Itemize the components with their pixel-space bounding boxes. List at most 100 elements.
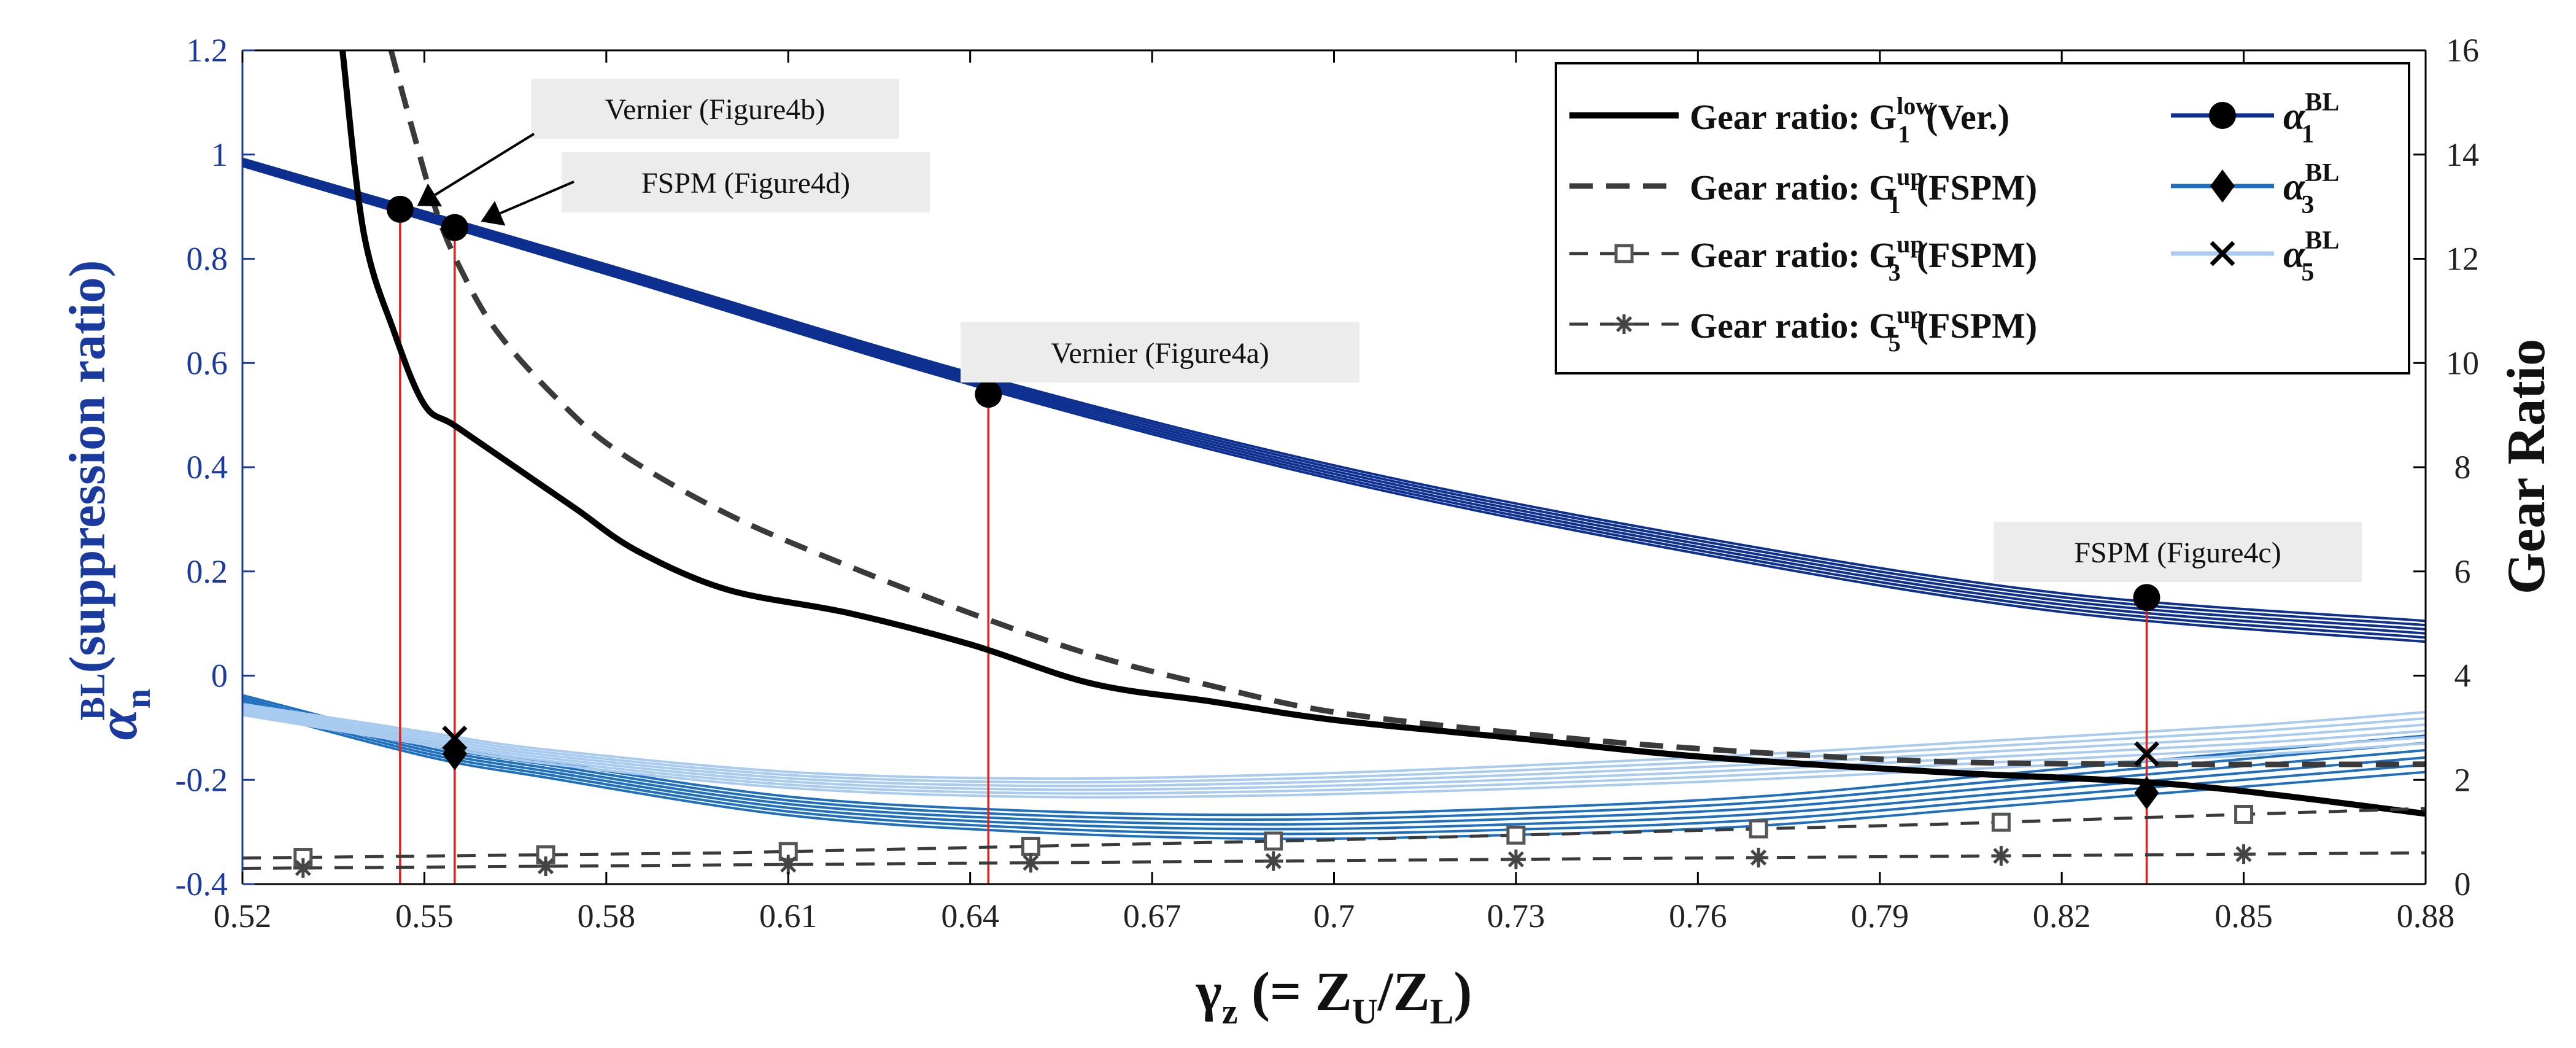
series-gear-g5-up: [242, 844, 2426, 878]
annotation-arrow-head: [417, 183, 443, 207]
star-stroke: [537, 858, 554, 875]
alpha-line: [242, 707, 2426, 788]
x-label-sub2: U: [1352, 992, 1378, 1031]
square-marker: [1021, 836, 1040, 856]
circle-marker: [386, 195, 414, 223]
annotation-box: [562, 152, 930, 212]
square-marker: [2234, 804, 2254, 824]
x-tick-label: 0.79: [1851, 898, 1909, 934]
legend-label-sup: up: [1897, 230, 1924, 258]
y-right-tick-label: 6: [2454, 553, 2471, 590]
alpha-line: [242, 160, 2426, 631]
star-stroke: [2235, 846, 2252, 863]
star-marker: [1506, 849, 1526, 869]
legend-label-sub: 1: [1889, 191, 1901, 219]
annotation-box: [531, 79, 899, 139]
x-label-mid: /Z: [1377, 961, 1430, 1022]
alpha-line: [242, 702, 2426, 780]
gear-g5-up-line: [242, 851, 2426, 870]
annotation-label: FSPM (Figure4d): [641, 167, 850, 200]
y-right-tick-label: 12: [2446, 241, 2479, 278]
legend-label-sub: 3: [1889, 258, 1901, 286]
x-tick-label: 0.85: [2214, 898, 2273, 934]
annotation-label: Vernier (Figure4a): [1051, 337, 1269, 370]
legend-label-prefix: Gear ratio: G: [1690, 97, 1897, 137]
legend-label-sub: 5: [2301, 258, 2314, 287]
star-stroke: [295, 860, 311, 876]
gear-g3-up-line: [242, 807, 2426, 860]
star-marker: [1263, 851, 1283, 871]
legend-label-prefix: α: [2283, 165, 2306, 208]
square-marker: [1749, 819, 1768, 839]
x-label-main: γ: [1196, 961, 1222, 1022]
annotation-label: Vernier (Figure4b): [605, 93, 826, 126]
legend-label-sup: BL: [2305, 159, 2339, 187]
legend-label-sup: BL: [2305, 88, 2339, 117]
series-gear-g1-low: [339, 50, 2426, 817]
square-marker: [1991, 812, 2011, 832]
star-stroke: [1507, 851, 1524, 868]
star-stroke: [1265, 853, 1282, 869]
legend-label-sup: low: [1897, 92, 1933, 120]
legend-square-marker: [1614, 244, 1634, 263]
alpha-line: [242, 709, 2426, 791]
legend-item-gear: Gear ratio: Gup 1 (FSPM): [1569, 163, 2037, 219]
alpha-line: [242, 165, 2426, 643]
legend-label: Gear ratio: Gup 1 (FSPM): [1690, 163, 2037, 219]
circle-marker: [2133, 584, 2160, 611]
legend-star-stroke: [1615, 316, 1633, 333]
legend-label-sub: 1: [1898, 120, 1910, 148]
diamond-marker: [2210, 169, 2235, 203]
y-left-tick-label: 1.2: [187, 32, 228, 69]
cross-stroke: [442, 725, 468, 751]
legend-label-prefix: α: [2283, 232, 2306, 276]
star-stroke: [1750, 849, 1767, 866]
x-label-sub: z: [1222, 992, 1238, 1031]
series-alpha1: [242, 157, 2426, 643]
star-marker: [2234, 844, 2254, 864]
alpha-line: [242, 713, 2426, 799]
x-tick-label: 0.73: [1487, 898, 1545, 934]
legend-label-prefix: Gear ratio: G: [1690, 168, 1897, 208]
legend-label-sub: 1: [2301, 120, 2314, 149]
alpha-line: [242, 158, 2426, 627]
legend-label: Gear ratio: Gup 3 (FSPM): [1690, 230, 2037, 286]
legend: Gear ratio: Glow 1 (Ver.)Gear ratio: Gup 1(…: [1555, 62, 2410, 375]
annotation-callout: Vernier (Figure4b): [417, 79, 899, 207]
gear-g1-up-line: [388, 50, 2426, 767]
legend-item-alpha: αBL 5: [2171, 227, 2339, 287]
star-marker: [536, 856, 556, 877]
marker-layer: [386, 195, 2160, 810]
y-left-tick-label: -0.4: [176, 866, 228, 902]
alpha-line: [242, 707, 2426, 840]
y-right-tick-label: 16: [2446, 32, 2479, 69]
star-marker: [1021, 853, 1041, 873]
star-marker: [778, 855, 799, 875]
annotation-arrow-line: [434, 133, 535, 196]
annotation-arrow-line: [499, 180, 574, 215]
y-left-tick-label: 0.4: [187, 449, 228, 486]
x-tick-label: 0.52: [214, 898, 272, 934]
legend-label-prefix: α: [2283, 94, 2306, 138]
star-stroke: [1993, 847, 2009, 864]
legend-label: Gear ratio: Glow 1 (Ver.): [1690, 92, 2009, 148]
y-right-tick-label: 10: [2446, 344, 2479, 381]
x-label-rest: (= Z: [1237, 961, 1352, 1022]
axes-layer: 0.52 0.55 0.58 0.61 0.64 0.67 0.7 0.73 0.76 0.79 0…: [59, 32, 2556, 1031]
star-stroke: [780, 856, 797, 873]
legend-label-suffix: (FSPM): [1917, 168, 2038, 208]
cross-marker: [2210, 241, 2235, 266]
annotation-callout: FSPM (Figure4c): [1994, 522, 2362, 582]
legend-star-marker: [1614, 314, 1634, 334]
annotation-box: [1994, 522, 2362, 582]
x-tick-label: 0.82: [2033, 898, 2091, 934]
cross-marker: [2134, 741, 2159, 767]
alpha-line: [242, 161, 2426, 635]
legend-label-prefix: Gear ratio: G: [1690, 306, 1897, 346]
legend-label-suffix: (Ver.): [1926, 97, 2009, 137]
x-label-end: ): [1453, 961, 1472, 1022]
annotation-callout: FSPM (Figure4d): [481, 152, 930, 226]
circle-marker: [441, 214, 468, 241]
legend-label-sub: 3: [2301, 191, 2314, 219]
